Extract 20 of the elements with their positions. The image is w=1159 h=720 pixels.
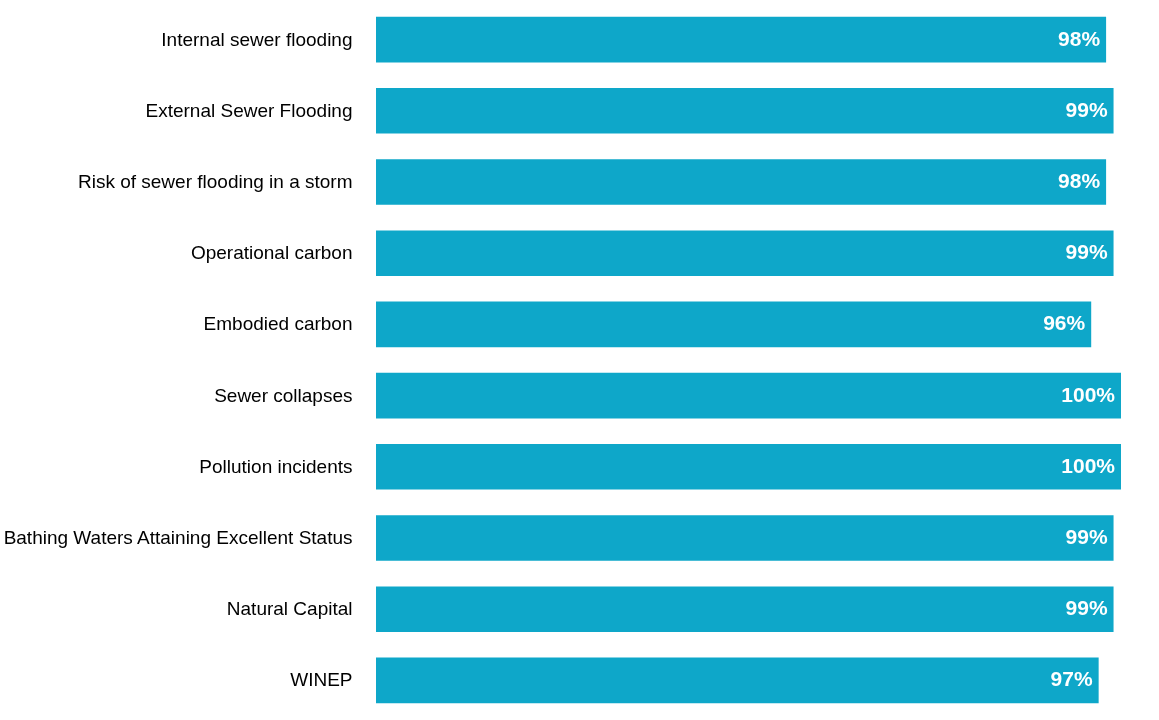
- data-label: 100%: [1061, 453, 1116, 477]
- data-label: 99%: [1065, 97, 1108, 121]
- y-tick-label: Natural Capital: [226, 598, 353, 620]
- y-tick-label: Internal sewer flooding: [161, 28, 353, 50]
- y-tick-label: Pollution incidents: [199, 455, 353, 477]
- y-tick-label: WINEP: [290, 669, 353, 691]
- y-tick-label: Operational carbon: [190, 242, 353, 264]
- data-label: 96%: [1043, 311, 1086, 335]
- data-label: 98%: [1058, 169, 1101, 192]
- y-tick-label: Embodied carbon: [203, 313, 353, 335]
- y-tick-label: Bathing Waters Attaining Excellent Status: [3, 527, 353, 548]
- data-label: 99%: [1065, 240, 1108, 264]
- y-tick-label: Risk of sewer flooding in a storm: [77, 171, 353, 192]
- data-label: 97%: [1050, 667, 1093, 691]
- data-label: 100%: [1061, 382, 1116, 406]
- data-label: 99%: [1065, 596, 1108, 620]
- data-label: 99%: [1065, 525, 1108, 548]
- data-label: 98%: [1058, 26, 1101, 50]
- y-tick-label: External Sewer Flooding: [145, 99, 353, 121]
- y-tick-label: Sewer collapses: [214, 384, 353, 406]
